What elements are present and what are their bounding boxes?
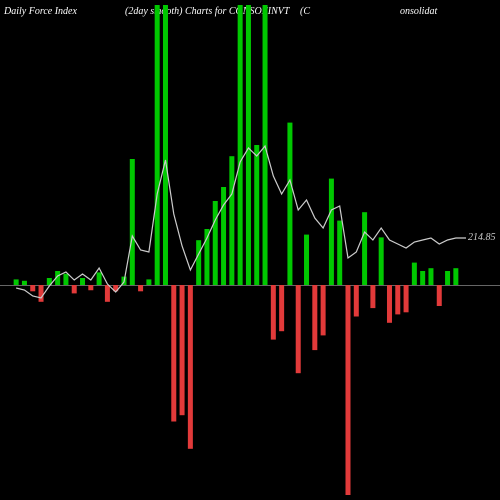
price-last-value-label: 214.85 [468, 232, 496, 243]
price-path [16, 146, 466, 298]
force-index-chart: Daily Force Index (2day smooth) Charts f… [0, 0, 500, 500]
price-moving-average-line [0, 0, 500, 500]
